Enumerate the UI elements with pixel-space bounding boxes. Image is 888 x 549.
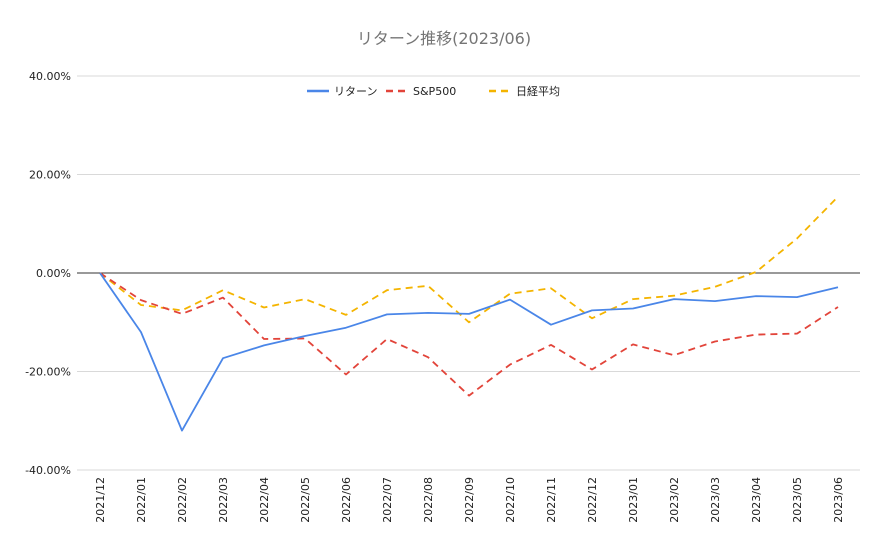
legend: リターン S&P500 日経平均 [307, 85, 560, 98]
x-tick-label: 2023/03 [709, 477, 722, 523]
series-line [99, 272, 839, 397]
chart-title: リターン推移(2023/06) [357, 29, 531, 48]
y-axis-ticks: 40.00% 20.00% 0.00% -20.00% -40.00% [25, 70, 71, 477]
y-tick-label: -20.00% [25, 366, 71, 379]
legend-label: S&P500 [413, 85, 456, 98]
x-tick-label: 2022/05 [299, 477, 312, 523]
x-tick-label: 2022/08 [422, 477, 435, 523]
x-tick-label: 2022/02 [176, 477, 189, 523]
gridlines [77, 75, 860, 471]
x-tick-label: 2023/01 [627, 477, 640, 523]
y-tick-label: -40.00% [25, 464, 71, 477]
x-tick-label: 2023/02 [668, 477, 681, 523]
x-tick-label: 2022/04 [258, 477, 271, 523]
series-lines [99, 196, 839, 432]
x-tick-label: 2022/09 [463, 477, 476, 523]
x-axis-ticks: 2021/12 2022/01 2022/02 2022/03 2022/04 2022/… [94, 477, 845, 523]
legend-label: リターン [334, 85, 377, 98]
legend-label: 日経平均 [516, 85, 560, 98]
x-tick-label: 2022/06 [340, 477, 353, 523]
series-line [99, 272, 839, 432]
y-tick-label: 40.00% [29, 70, 71, 83]
x-tick-label: 2022/03 [217, 477, 230, 523]
x-tick-label: 2022/07 [381, 477, 394, 523]
x-tick-label: 2022/10 [504, 477, 517, 523]
x-tick-label: 2023/05 [791, 477, 804, 523]
series-line [99, 196, 839, 324]
y-tick-label: 0.00% [36, 267, 71, 280]
y-tick-label: 20.00% [29, 169, 71, 182]
x-tick-label: 2023/06 [832, 477, 845, 523]
x-tick-label: 2021/12 [94, 477, 107, 523]
x-tick-label: 2023/04 [750, 477, 763, 523]
x-tick-label: 2022/11 [545, 477, 558, 523]
x-tick-label: 2022/12 [586, 477, 599, 523]
x-tick-label: 2022/01 [135, 477, 148, 523]
